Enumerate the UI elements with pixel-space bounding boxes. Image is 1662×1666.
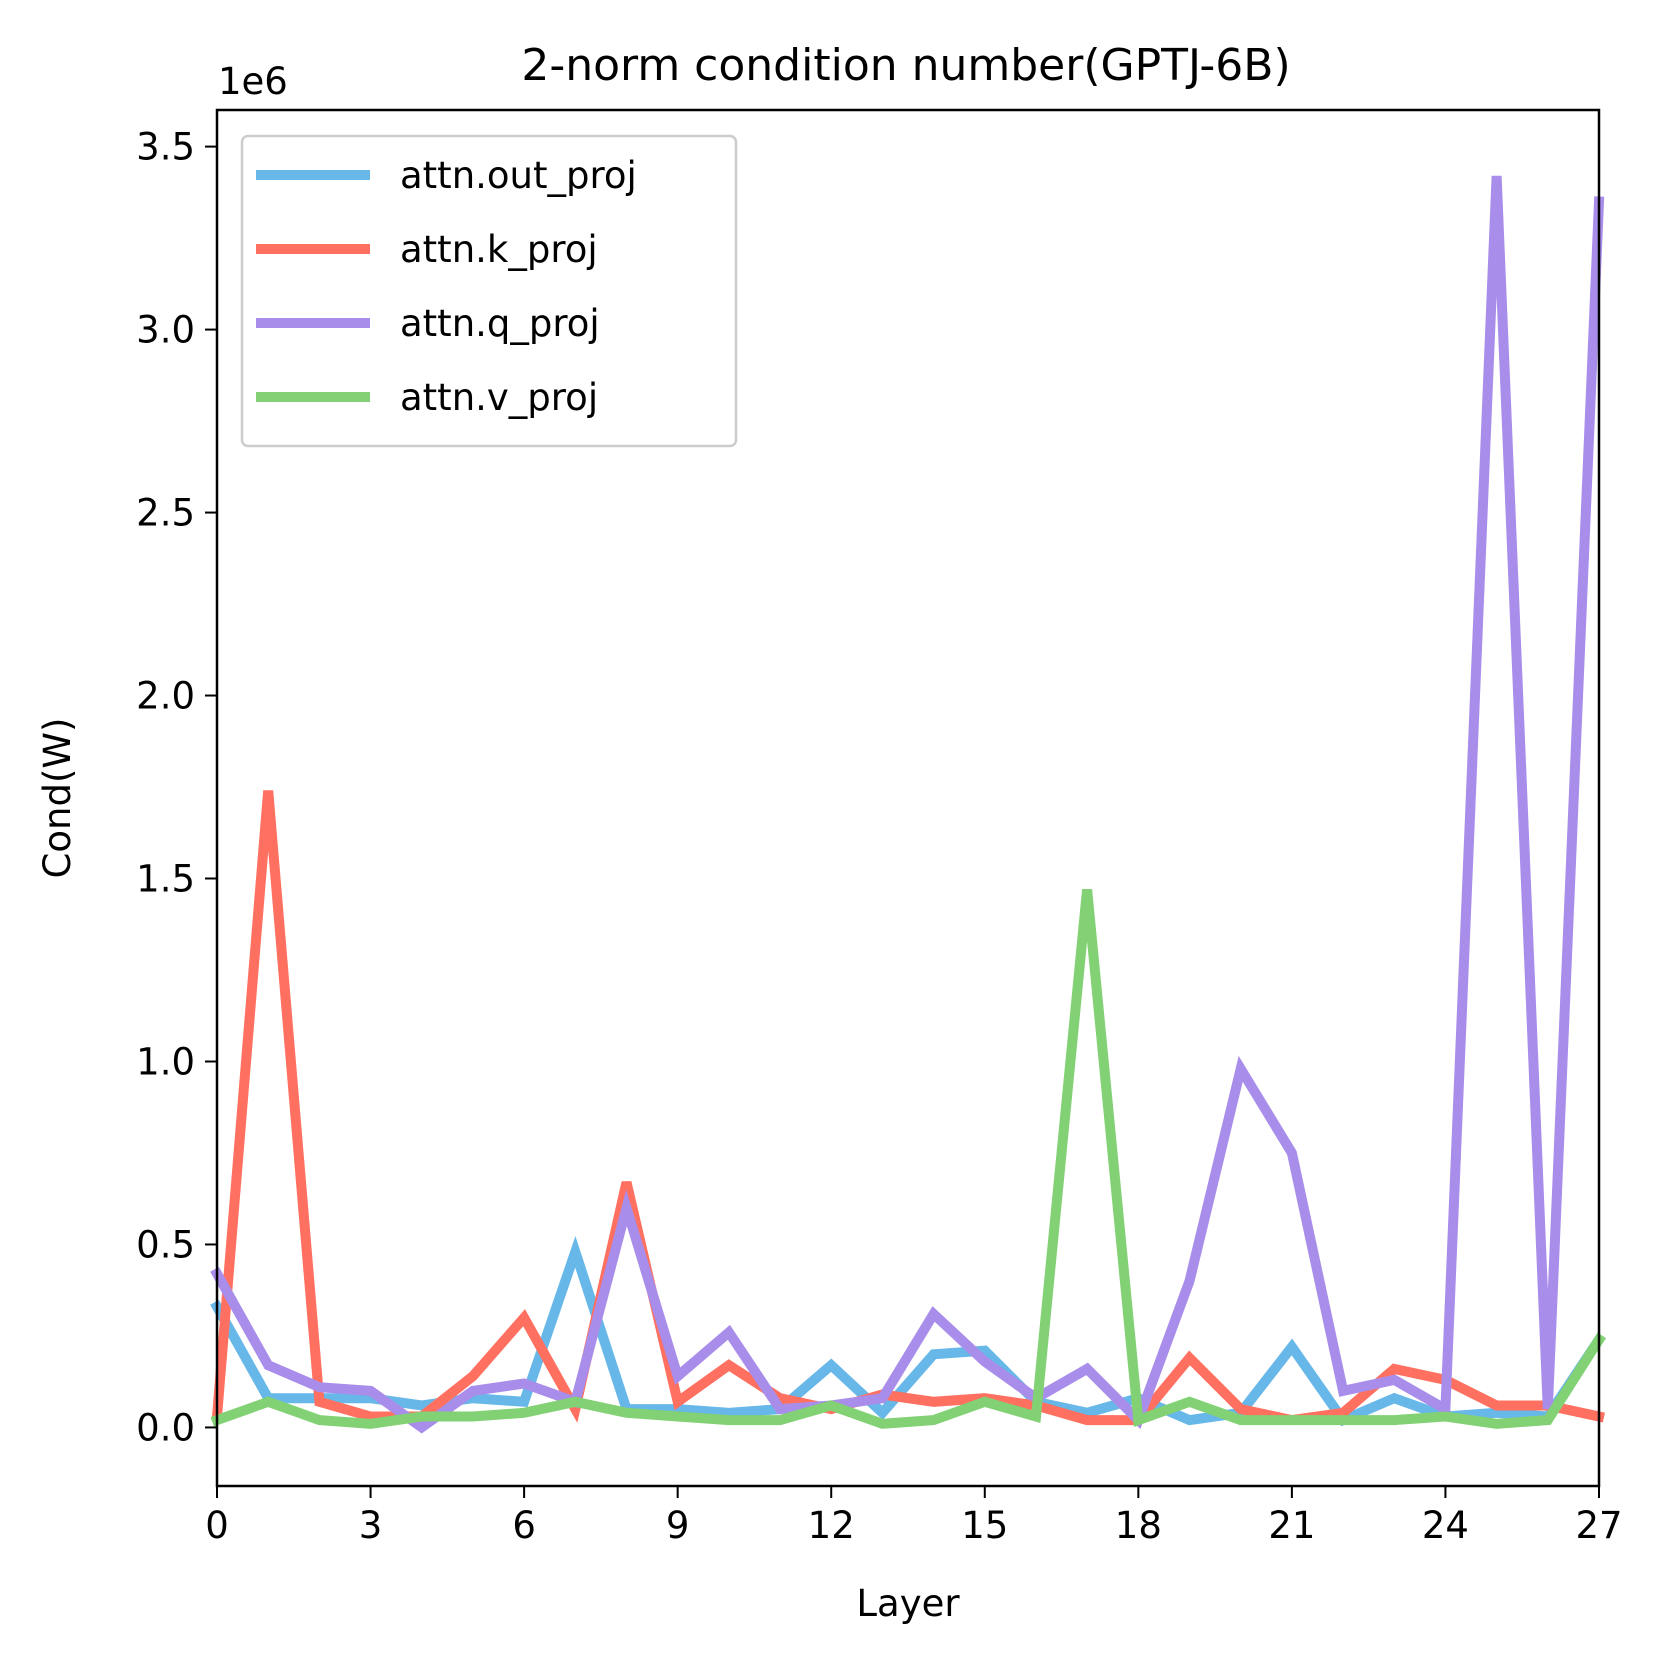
legend-label-attn-v-proj: attn.v_proj bbox=[400, 376, 598, 419]
series-line-attn-k-proj bbox=[211, 790, 1605, 1426]
y-offset-label: 1e6 bbox=[218, 60, 288, 103]
x-tick-label: 18 bbox=[1115, 1504, 1162, 1547]
legend-box bbox=[240, 134, 738, 448]
series-layer bbox=[210, 175, 1606, 1434]
chart-title: 2-norm condition number(GPTJ-6B) bbox=[521, 40, 1290, 91]
y-tick-label: 2.5 bbox=[136, 492, 195, 535]
x-tick-label: 12 bbox=[808, 1504, 855, 1547]
x-tick-label: 9 bbox=[666, 1504, 690, 1547]
x-tick-label: 21 bbox=[1268, 1504, 1315, 1547]
x-tick-label: 15 bbox=[961, 1504, 1008, 1547]
y-tick-label: 1.0 bbox=[136, 1040, 195, 1083]
x-tick-label: 24 bbox=[1422, 1504, 1469, 1547]
series-line-attn-q-proj bbox=[210, 175, 1605, 1434]
y-tick-label: 3.5 bbox=[136, 126, 195, 169]
y-tick-label: 1.5 bbox=[136, 858, 195, 901]
x-tick-label: 6 bbox=[512, 1504, 536, 1547]
x-axis-label: Layer bbox=[856, 1582, 960, 1625]
legend: attn.out_proj attn.k_proj attn.q_proj at… bbox=[240, 134, 738, 448]
y-axis: 0.0 0.5 1.0 1.5 2.0 2.5 3.0 3.5 bbox=[136, 126, 217, 1449]
x-tick-label: 27 bbox=[1575, 1504, 1622, 1547]
x-axis: 0 3 6 9 12 15 18 21 24 27 bbox=[205, 1486, 1623, 1547]
legend-label-attn-out-proj: attn.out_proj bbox=[400, 154, 637, 197]
x-tick-label: 3 bbox=[359, 1504, 383, 1547]
y-axis-label: Cond(W) bbox=[36, 718, 79, 879]
y-tick-label: 3.0 bbox=[136, 309, 195, 352]
x-tick-label: 0 bbox=[205, 1504, 229, 1547]
y-tick-label: 0.5 bbox=[136, 1223, 195, 1266]
plot-frame bbox=[215, 108, 1601, 1488]
legend-label-attn-k-proj: attn.k_proj bbox=[400, 228, 598, 271]
y-tick-label: 2.0 bbox=[136, 675, 195, 718]
legend-label-attn-q-proj: attn.q_proj bbox=[400, 302, 600, 345]
series-line-attn-v-proj bbox=[210, 889, 1606, 1429]
y-tick-label: 0.0 bbox=[136, 1406, 195, 1449]
